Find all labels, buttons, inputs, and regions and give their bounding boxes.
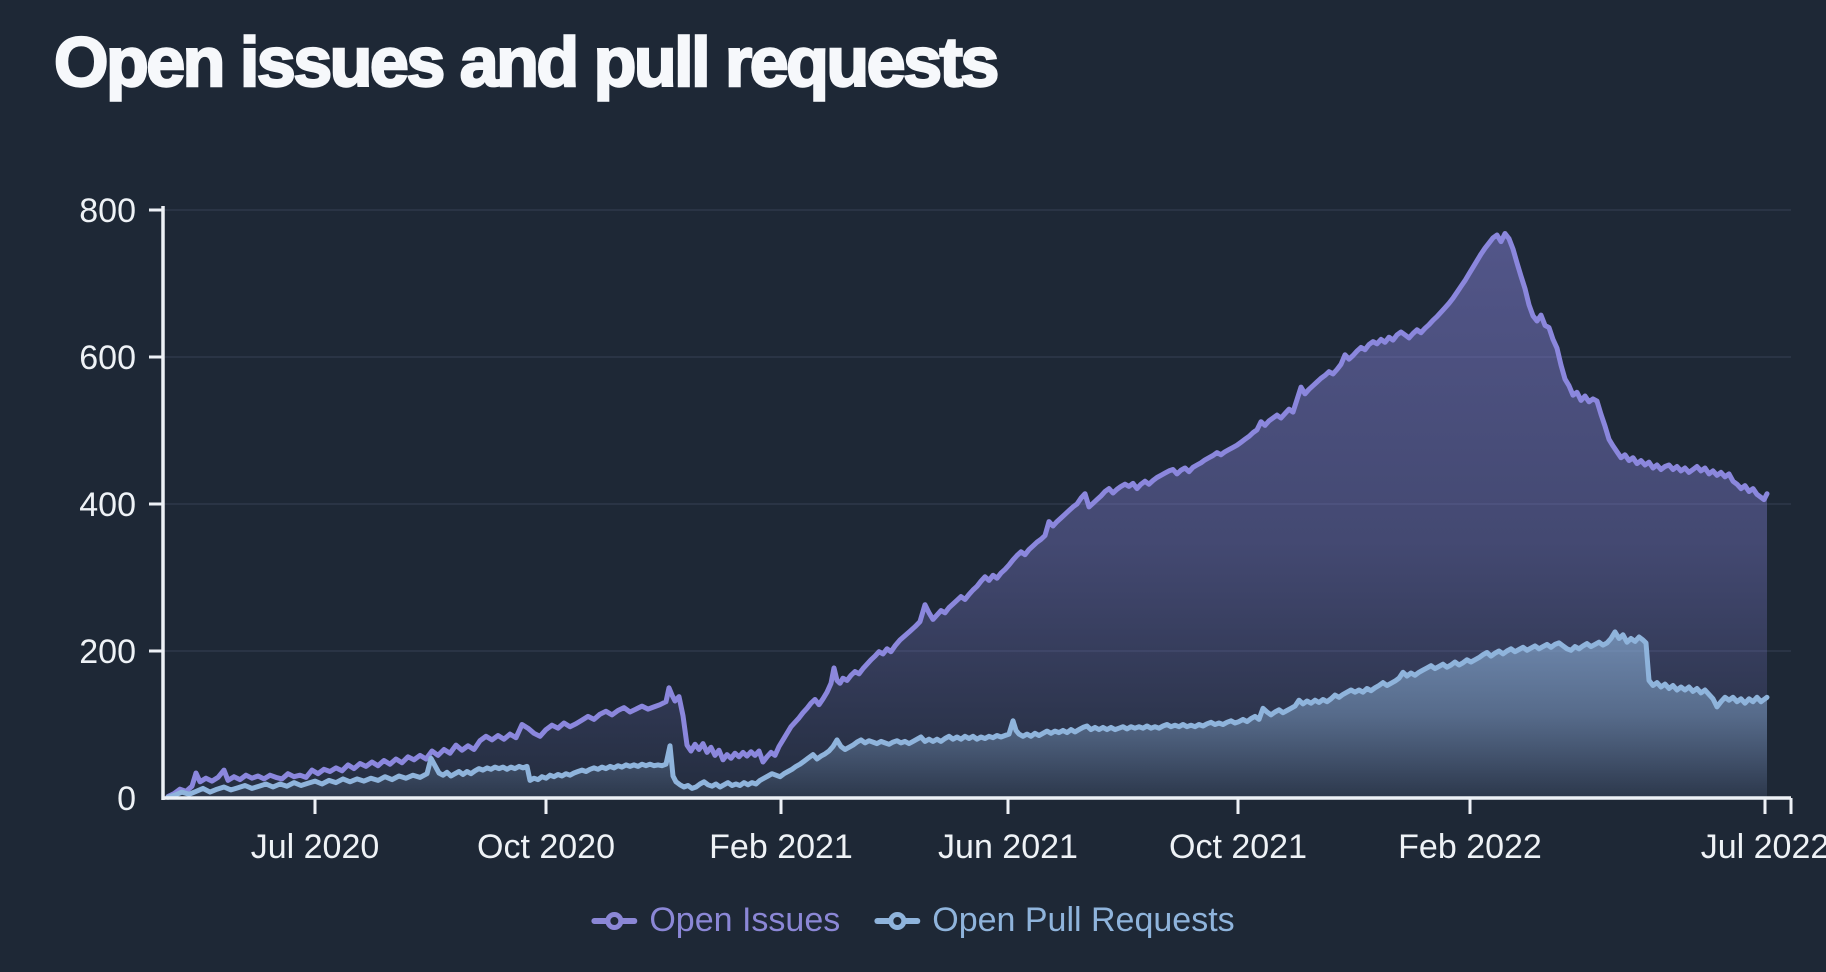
x-tick-label-feb-2021: Feb 2021 (709, 828, 853, 866)
legend-label-open-issues: Open Issues (649, 901, 841, 939)
y-tick-label-400: 400 (79, 486, 136, 524)
series-line-open-pull-requests (165, 629, 1770, 800)
x-tick-label-jul-2020: Jul 2020 (251, 828, 380, 866)
y-tick-label-200: 200 (79, 633, 136, 671)
chart-legend: Open Issues Open Pull Requests (591, 901, 1235, 940)
x-tick-label-jul-2022: Jul 2022 (1701, 828, 1826, 866)
legend-label-open-pull-requests: Open Pull Requests (932, 901, 1235, 939)
x-tick-label-jun-2021: Jun 2021 (938, 828, 1078, 866)
y-tick-label-600: 600 (79, 339, 136, 377)
chart-title: Open issues and pull requests (53, 22, 1001, 102)
x-tick-label-oct-2021: Oct 2021 (1169, 828, 1307, 866)
series-area-open-pull-requests (168, 631, 1767, 798)
x-tick-label-feb-2022: Feb 2022 (1398, 828, 1542, 866)
x-tick-label-oct-2020: Oct 2020 (477, 828, 615, 866)
series-area-open-issues (168, 233, 1767, 798)
y-tick-label-0: 0 (117, 780, 136, 818)
open-issues-legend-marker-icon (591, 911, 638, 930)
series-line-open-issues (165, 231, 1770, 799)
legend-item-open-pull-requests[interactable]: Open Pull Requests (874, 901, 1235, 940)
legend-item-open-issues[interactable]: Open Issues (591, 901, 840, 940)
open-pull-requests-legend-marker-icon (874, 911, 921, 930)
y-tick-label-800: 800 (79, 192, 136, 230)
